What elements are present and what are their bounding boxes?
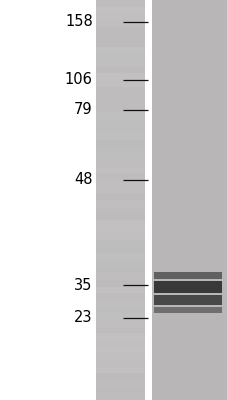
Bar xyxy=(95,273,145,280)
Bar xyxy=(95,153,145,160)
Bar xyxy=(144,0,151,400)
Bar xyxy=(95,233,145,240)
Bar xyxy=(95,313,145,320)
Bar xyxy=(95,53,145,60)
Bar xyxy=(95,160,145,167)
Bar xyxy=(95,200,145,207)
Bar xyxy=(95,300,145,307)
Bar xyxy=(153,272,221,279)
Bar xyxy=(95,140,145,147)
Bar xyxy=(95,0,145,7)
Text: 35: 35 xyxy=(74,278,92,292)
Bar xyxy=(95,40,145,47)
Bar xyxy=(95,373,145,380)
Bar xyxy=(95,267,145,273)
Bar xyxy=(95,47,145,53)
Bar xyxy=(151,0,226,400)
Text: 23: 23 xyxy=(74,310,92,326)
Bar xyxy=(95,287,145,293)
Text: 158: 158 xyxy=(65,14,92,30)
Bar xyxy=(95,100,145,107)
Bar xyxy=(95,20,145,27)
Bar xyxy=(153,307,221,313)
Bar xyxy=(95,327,145,333)
Text: 48: 48 xyxy=(74,172,92,188)
Text: 79: 79 xyxy=(74,102,92,118)
Bar xyxy=(95,220,145,227)
Bar xyxy=(95,393,145,400)
Bar xyxy=(95,307,145,313)
Bar xyxy=(95,127,145,133)
Bar xyxy=(95,120,145,127)
Bar xyxy=(95,207,145,213)
Bar xyxy=(153,281,221,293)
Bar xyxy=(95,180,145,187)
Bar xyxy=(153,295,221,305)
Bar xyxy=(95,387,145,393)
Bar xyxy=(95,247,145,253)
Bar xyxy=(95,107,145,113)
Bar xyxy=(95,260,145,267)
Bar xyxy=(95,193,145,200)
Bar xyxy=(95,33,145,40)
Bar xyxy=(95,147,145,153)
Bar xyxy=(95,360,145,367)
Bar xyxy=(95,13,145,20)
Bar xyxy=(95,87,145,93)
Bar xyxy=(95,113,145,120)
Bar xyxy=(95,60,145,67)
Bar xyxy=(95,80,145,87)
Bar xyxy=(95,7,145,13)
Bar xyxy=(95,367,145,373)
Bar xyxy=(95,227,145,233)
Bar xyxy=(95,213,145,220)
Bar xyxy=(95,187,145,193)
Bar xyxy=(95,67,145,73)
Bar xyxy=(95,0,145,400)
Bar xyxy=(95,73,145,80)
Bar xyxy=(95,347,145,353)
Bar xyxy=(95,27,145,33)
Bar xyxy=(95,333,145,340)
Bar xyxy=(95,253,145,260)
Bar xyxy=(95,353,145,360)
Bar xyxy=(95,133,145,140)
Bar xyxy=(95,167,145,173)
Bar xyxy=(95,293,145,300)
Text: 106: 106 xyxy=(65,72,92,88)
Bar xyxy=(95,240,145,247)
Bar xyxy=(95,280,145,287)
Bar xyxy=(95,340,145,347)
Bar xyxy=(95,380,145,387)
Bar xyxy=(95,320,145,327)
Bar xyxy=(95,173,145,180)
Bar xyxy=(95,93,145,100)
